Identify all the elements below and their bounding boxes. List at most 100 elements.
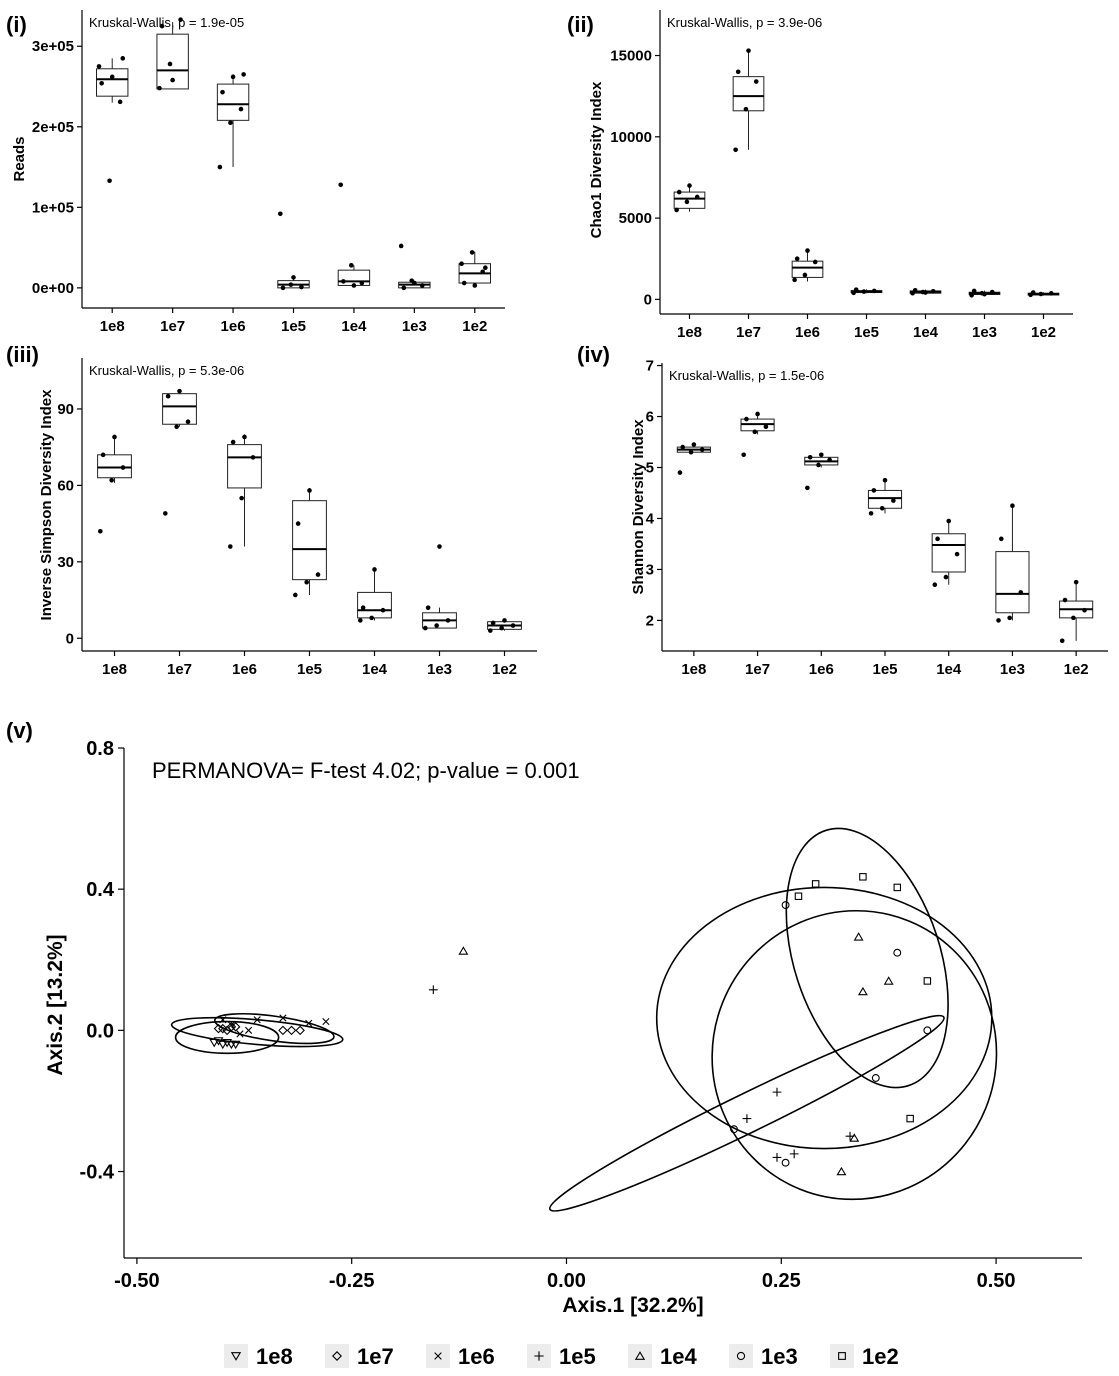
x-tick-label: 1e5 <box>281 318 306 335</box>
data-point <box>98 528 103 534</box>
x-tick-label: 1e7 <box>160 318 185 335</box>
data-point <box>167 61 173 67</box>
x-tick-label: 0.00 <box>547 1270 586 1292</box>
data-point <box>943 574 949 580</box>
x-tick-label: 1e2 <box>462 318 487 335</box>
legend-item-1e6: 1e6 <box>426 1344 495 1369</box>
data-point <box>763 424 769 430</box>
data-point <box>412 280 417 286</box>
legend-item-1e8: 1e8 <box>224 1344 293 1369</box>
data-point <box>1062 597 1068 603</box>
data-point <box>107 178 112 184</box>
data-point <box>230 74 236 80</box>
data-point <box>827 457 832 463</box>
legend-key-plus <box>534 1351 544 1361</box>
legend-key-bg <box>830 1344 854 1368</box>
panel-label: (v) <box>6 718 33 743</box>
data-point <box>469 250 475 255</box>
x-tick-label: 1e4 <box>913 324 939 341</box>
data-point <box>360 605 366 610</box>
legend-label: 1e5 <box>559 1344 596 1369</box>
point-x <box>322 1017 330 1026</box>
y-tick-label: 7 <box>646 358 654 375</box>
data-point <box>1030 290 1036 295</box>
point-triangle-up <box>458 946 469 955</box>
legend-key-bg <box>325 1344 349 1368</box>
legend-key-circle <box>736 1351 746 1361</box>
data-point <box>1082 607 1087 613</box>
x-tick-label: 1e8 <box>681 661 706 678</box>
confidence-ellipse <box>174 1020 280 1055</box>
data-point <box>744 416 749 422</box>
x-tick-label: 1e3 <box>427 661 452 678</box>
data-point <box>802 272 808 278</box>
point-circle <box>781 901 790 910</box>
data-point <box>398 243 404 249</box>
legend-label: 1e6 <box>458 1344 495 1369</box>
y-tick-label: 3e+05 <box>32 38 74 55</box>
point-triangle-down <box>230 1040 241 1050</box>
data-point <box>688 449 694 455</box>
legend-label: 1e3 <box>761 1344 798 1369</box>
y-tick-label: 0.0 <box>86 1020 114 1042</box>
point-plus <box>789 1149 799 1159</box>
data-point <box>1048 291 1054 296</box>
x-tick-label: 1e3 <box>402 318 427 335</box>
data-point <box>351 283 357 288</box>
point-triangle-up <box>836 1166 847 1176</box>
data-point <box>278 211 283 217</box>
point-square <box>859 873 867 881</box>
y-tick-label: 15000 <box>610 48 652 65</box>
data-point <box>157 85 162 91</box>
legend-label: 1e2 <box>862 1344 899 1369</box>
point-x <box>227 1021 235 1029</box>
point-x <box>305 1019 313 1027</box>
data-point <box>851 290 856 296</box>
point-diamond <box>295 1025 305 1036</box>
legend-key-bg <box>729 1344 753 1368</box>
point-diamond <box>278 1025 288 1036</box>
series-1e3 <box>730 901 932 1167</box>
data-point <box>472 283 478 288</box>
data-point <box>680 444 686 450</box>
legend-key-bg <box>224 1344 248 1368</box>
x-axis-label: Axis.1 [32.2%] <box>562 1294 703 1317</box>
data-point <box>1038 291 1044 297</box>
data-point <box>818 452 824 458</box>
data-point <box>100 452 106 458</box>
series-1e5 <box>428 985 855 1162</box>
data-point <box>794 256 800 262</box>
data-point <box>459 261 464 267</box>
point-triangle-up <box>849 1133 860 1142</box>
point-plus <box>772 1153 782 1162</box>
x-tick-label: 1e6 <box>809 661 834 678</box>
data-point <box>871 488 877 493</box>
legend-key-triangle-down <box>230 1352 242 1361</box>
data-point <box>954 551 960 557</box>
x-tick-label: 1e7 <box>736 324 761 341</box>
panel-label: (ii) <box>567 12 594 37</box>
data-point <box>239 495 244 501</box>
panel-label: (iii) <box>6 342 39 367</box>
point-diamond <box>213 1023 224 1034</box>
point-square <box>811 880 820 888</box>
data-point <box>1059 638 1065 644</box>
data-point <box>174 424 179 430</box>
legend-item-1e5: 1e5 <box>527 1344 596 1369</box>
confidence-ellipse <box>655 886 993 1150</box>
legend-key-square <box>838 1352 846 1360</box>
x-tick-label: 1e6 <box>795 324 820 341</box>
data-point <box>969 293 974 298</box>
data-point <box>293 592 298 598</box>
y-tick-label: 2e+05 <box>32 119 74 136</box>
data-point <box>746 48 751 53</box>
x-tick-label: 1e8 <box>102 661 127 678</box>
data-point <box>120 465 126 470</box>
data-point <box>217 164 223 170</box>
point-circle <box>781 1158 790 1167</box>
box-1e4 <box>931 533 966 573</box>
data-point <box>1010 503 1015 509</box>
data-point <box>1073 579 1079 585</box>
data-point <box>423 625 428 631</box>
